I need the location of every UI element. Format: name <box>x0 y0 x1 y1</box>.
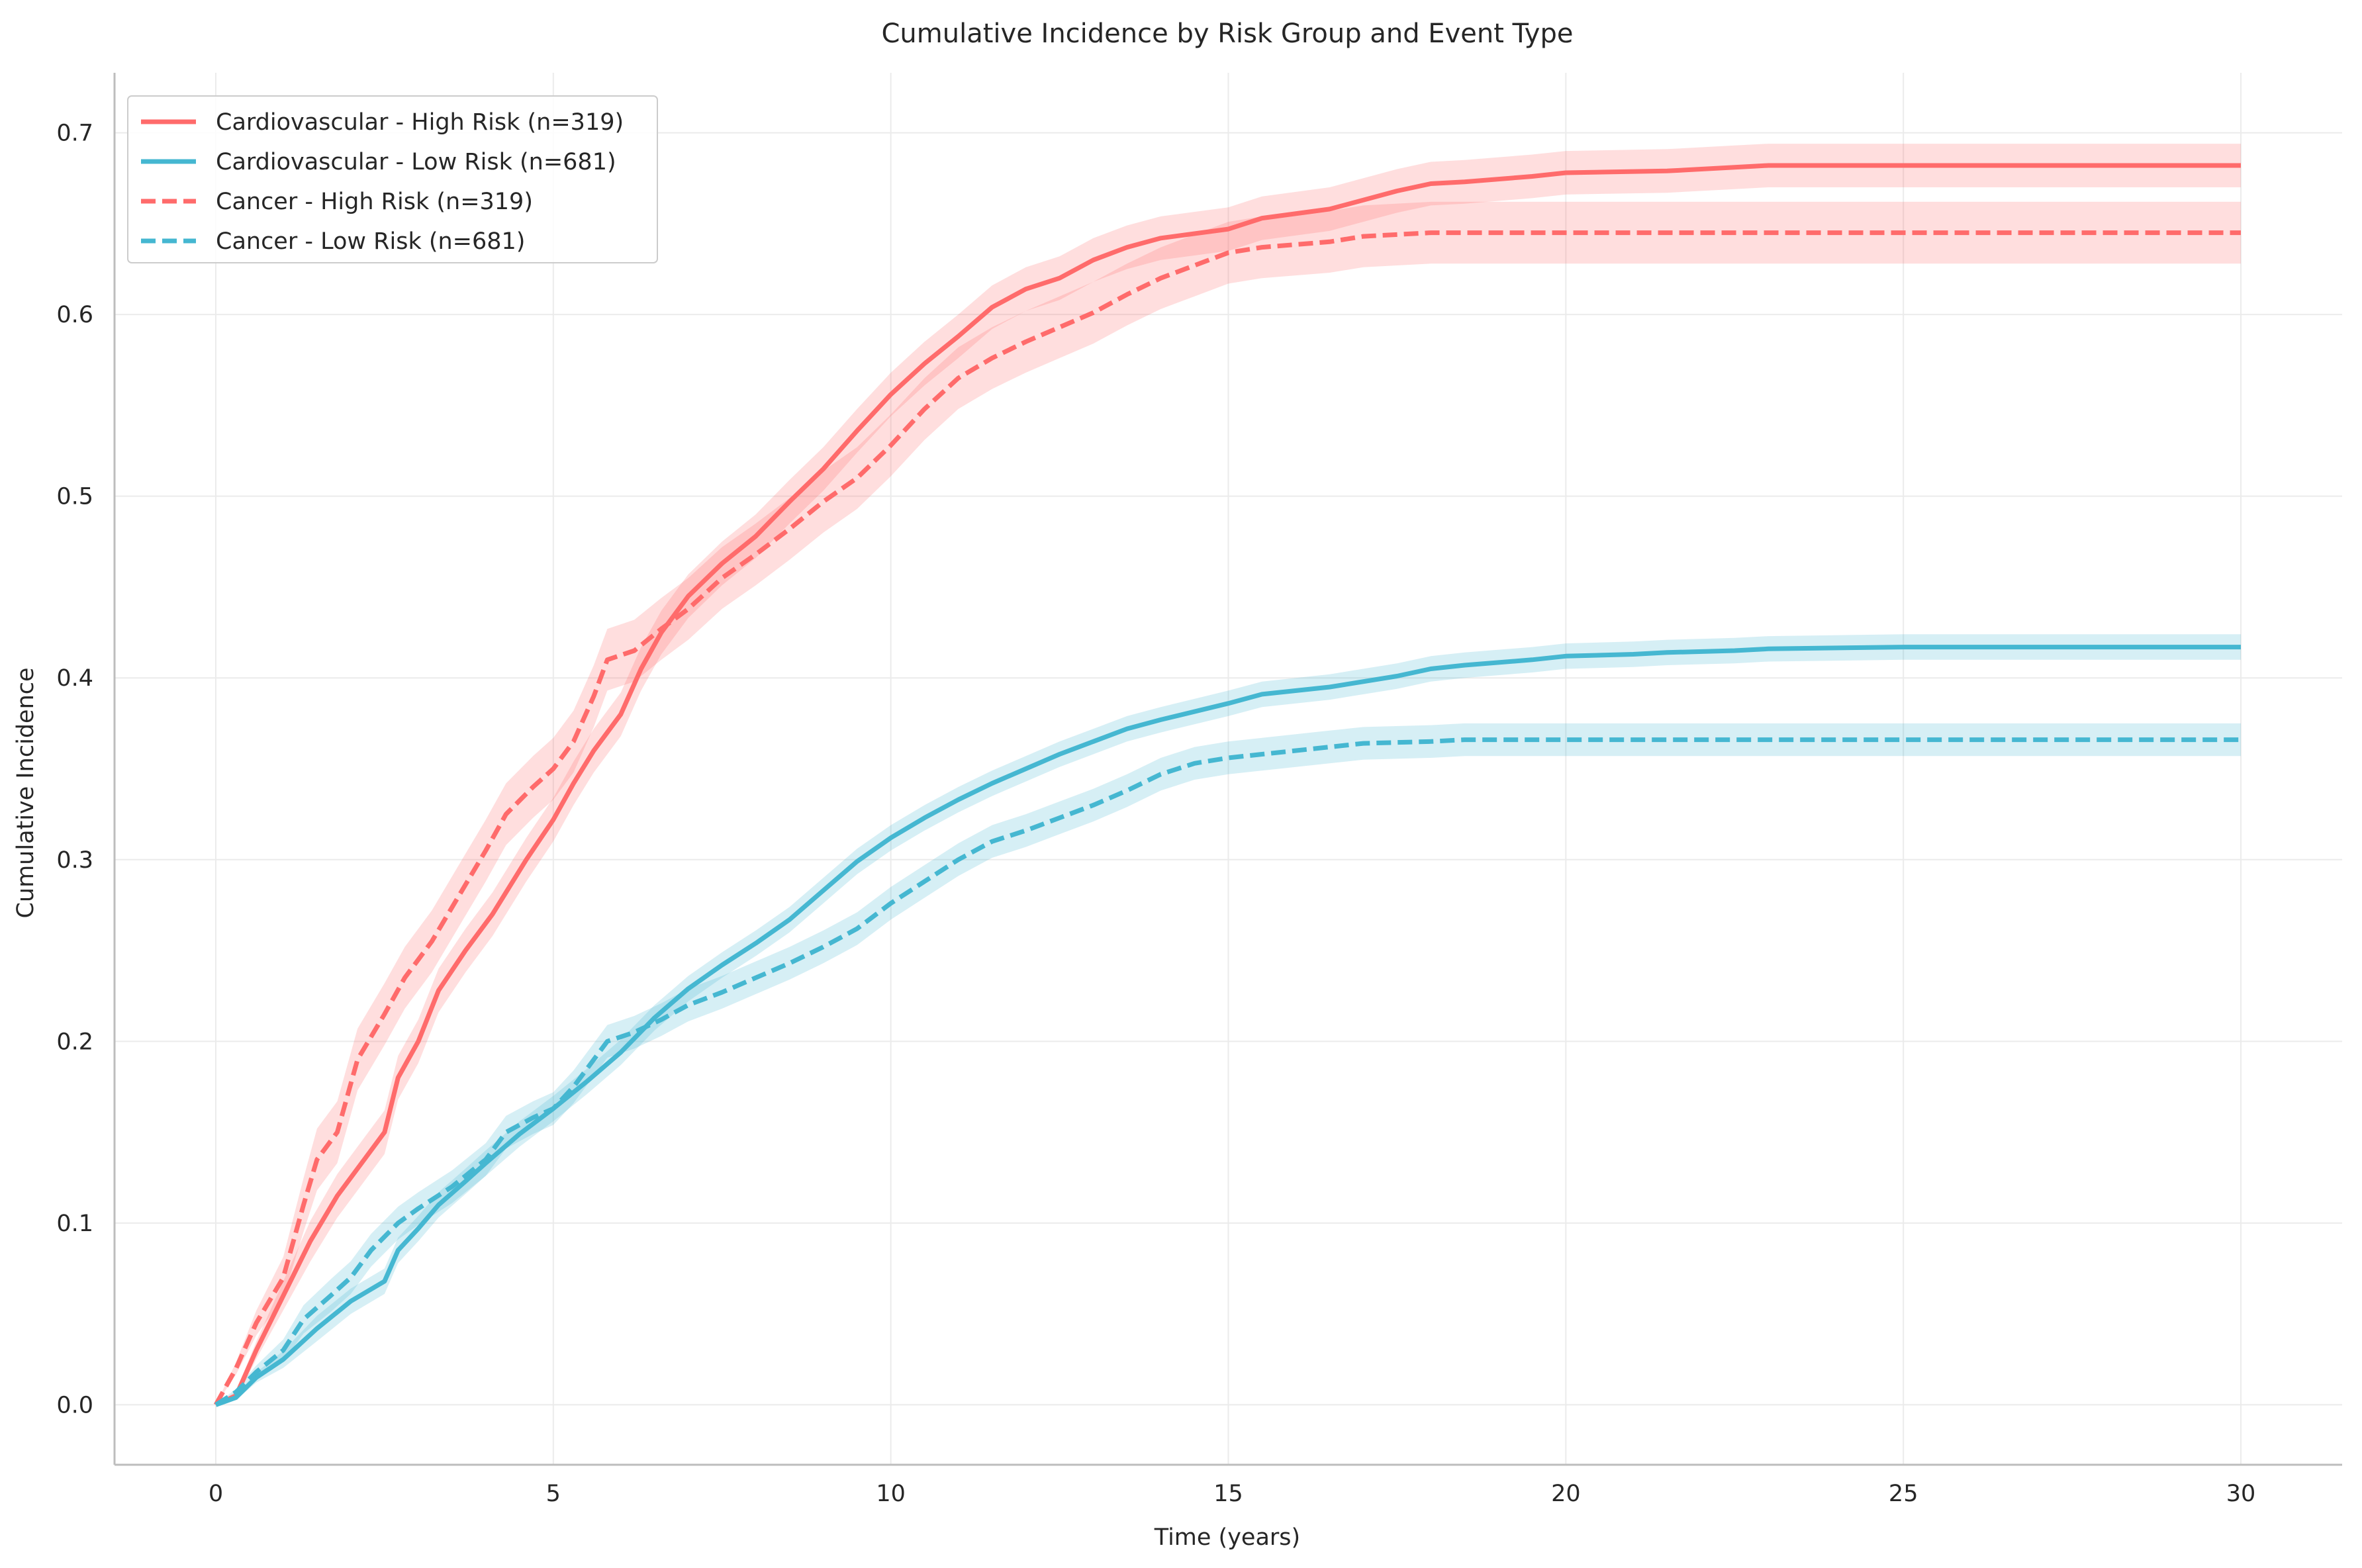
grid-lines <box>115 73 2342 1465</box>
x-axis-label: Time (years) <box>1154 1524 1300 1551</box>
series-3-line <box>214 737 2241 1407</box>
chart-title: Cumulative Incidence by Risk Group and E… <box>882 19 1574 49</box>
legend-label: Cancer - High Risk (n=319) <box>216 189 533 215</box>
y-tick-label: 0.4 <box>56 665 93 692</box>
x-tick-label: 30 <box>2226 1481 2256 1507</box>
series-0-line <box>214 163 2241 1407</box>
series-lines <box>213 163 2241 1407</box>
y-axis-label: Cumulative Incidence <box>13 667 39 918</box>
series-2-line <box>213 230 2241 1407</box>
x-tick-label: 0 <box>209 1481 223 1507</box>
legend-box <box>127 95 658 263</box>
y-tick-label: 0.7 <box>56 120 93 147</box>
y-tick-label: 0.3 <box>56 847 93 874</box>
x-tick-label: 10 <box>876 1481 906 1507</box>
x-tick-label: 15 <box>1213 1481 1243 1507</box>
legend-label: Cardiovascular - High Risk (n=319) <box>216 109 624 136</box>
y-tick-label: 0.0 <box>56 1392 93 1418</box>
x-tick-label: 20 <box>1551 1481 1581 1507</box>
x-tick-label: 25 <box>1889 1481 1918 1507</box>
y-tick-label: 0.6 <box>56 302 93 328</box>
y-tick-label: 0.1 <box>56 1211 93 1237</box>
y-tick-label: 0.2 <box>56 1029 93 1055</box>
series-1-line <box>214 645 2241 1407</box>
x-tick-label: 5 <box>546 1481 561 1507</box>
y-tick-label: 0.5 <box>56 484 93 510</box>
legend-label: Cardiovascular - Low Risk (n=681) <box>216 149 616 175</box>
tick-labels: 0 5 10 15 20 25 30 0.0 0.1 0.2 0.3 0.4 0.5 0.6 0.7 <box>56 120 2255 1507</box>
axes <box>113 73 2342 1466</box>
legend-label: Cancer - Low Risk (n=681) <box>216 228 525 255</box>
legend: Cardiovascular - High Risk (n=319) Cardio… <box>127 95 658 263</box>
